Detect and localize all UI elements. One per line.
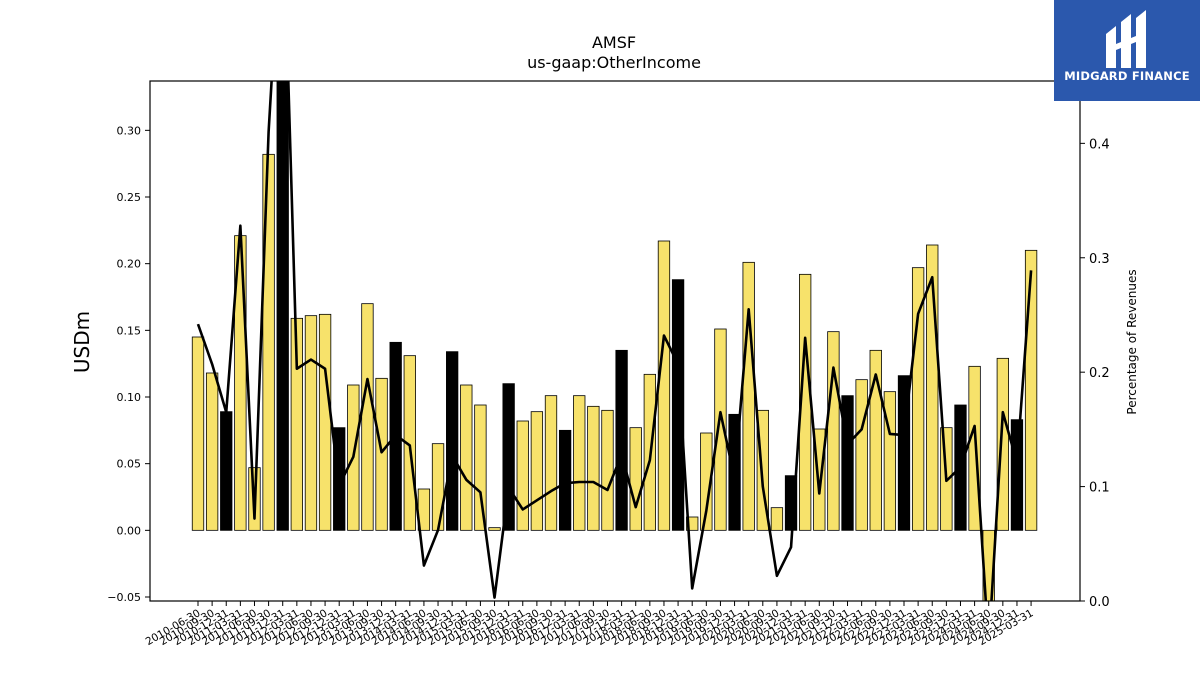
chart-subtitle: us-gaap:OtherIncome xyxy=(527,53,701,72)
bar xyxy=(1010,419,1024,531)
bar xyxy=(615,349,628,531)
y2-tick-label: 0.2 xyxy=(1089,366,1110,381)
bar xyxy=(304,315,318,531)
y2-tick-label: 0.3 xyxy=(1089,252,1110,267)
secondary-y-axis-label: Percentage of Revenues xyxy=(1125,269,1139,414)
bar xyxy=(1024,249,1038,531)
bar xyxy=(276,81,289,531)
brand-logo: MIDGARD FINANCE xyxy=(1054,0,1200,101)
bar xyxy=(474,404,487,531)
axes: −0.05 0.00 0.05 0.10 0.15 0.20 0.25 0.30 0.0 0.1 0… xyxy=(107,80,1110,648)
bar xyxy=(841,395,854,531)
y-tick-label: 0.20 xyxy=(117,258,142,271)
bar xyxy=(502,383,515,531)
bar xyxy=(220,411,233,531)
bar xyxy=(361,303,374,531)
bar xyxy=(996,357,1009,531)
plot-frame xyxy=(149,80,1081,602)
y-tick-label: 0.10 xyxy=(117,391,142,404)
bar xyxy=(671,279,685,531)
y2-tick-label: 0.4 xyxy=(1089,137,1110,152)
y-tick-label: 0.15 xyxy=(117,324,142,337)
bar xyxy=(883,391,897,531)
bar xyxy=(700,432,713,531)
bar xyxy=(714,328,727,531)
bar xyxy=(573,395,586,531)
bar xyxy=(318,313,332,531)
y-tick-label: 0.30 xyxy=(117,124,142,137)
midgard-logo-icon xyxy=(1106,10,1146,68)
bar xyxy=(770,507,784,531)
bar xyxy=(911,267,925,531)
bar xyxy=(446,351,459,531)
percentage-line-series xyxy=(196,81,1033,601)
bar xyxy=(827,331,840,531)
percentage-line xyxy=(196,81,1033,601)
bar xyxy=(897,375,911,531)
y-tick-label: 0.25 xyxy=(117,191,142,204)
bar xyxy=(205,372,219,531)
bar xyxy=(629,427,642,531)
bar xyxy=(686,516,699,531)
y-tick-label: 0.05 xyxy=(117,458,142,471)
bar xyxy=(431,443,445,531)
bar xyxy=(742,261,755,531)
bar xyxy=(488,527,501,531)
brand-name: MIDGARD FINANCE xyxy=(1064,69,1190,83)
bar-series xyxy=(191,81,1038,601)
y-axis-label: USDm xyxy=(70,311,94,373)
bar xyxy=(926,244,939,531)
bar xyxy=(544,395,558,531)
bar xyxy=(191,336,205,531)
bar xyxy=(657,240,671,531)
bar xyxy=(530,411,544,531)
bar xyxy=(587,405,600,531)
y2-tick-label: 0.1 xyxy=(1089,481,1110,496)
bar xyxy=(403,355,416,531)
y-tick-label: 0.00 xyxy=(117,524,142,537)
chart-title: AMSF xyxy=(592,33,636,52)
bar xyxy=(601,409,614,531)
y2-tick-label: 0.0 xyxy=(1089,595,1110,610)
y-tick-label: −0.05 xyxy=(107,591,141,604)
bar xyxy=(968,365,981,531)
bar xyxy=(869,349,882,531)
bar xyxy=(375,377,388,531)
bar xyxy=(460,384,473,531)
bar xyxy=(855,379,868,531)
bar xyxy=(290,317,303,531)
bar xyxy=(516,420,529,531)
bar xyxy=(558,429,572,531)
